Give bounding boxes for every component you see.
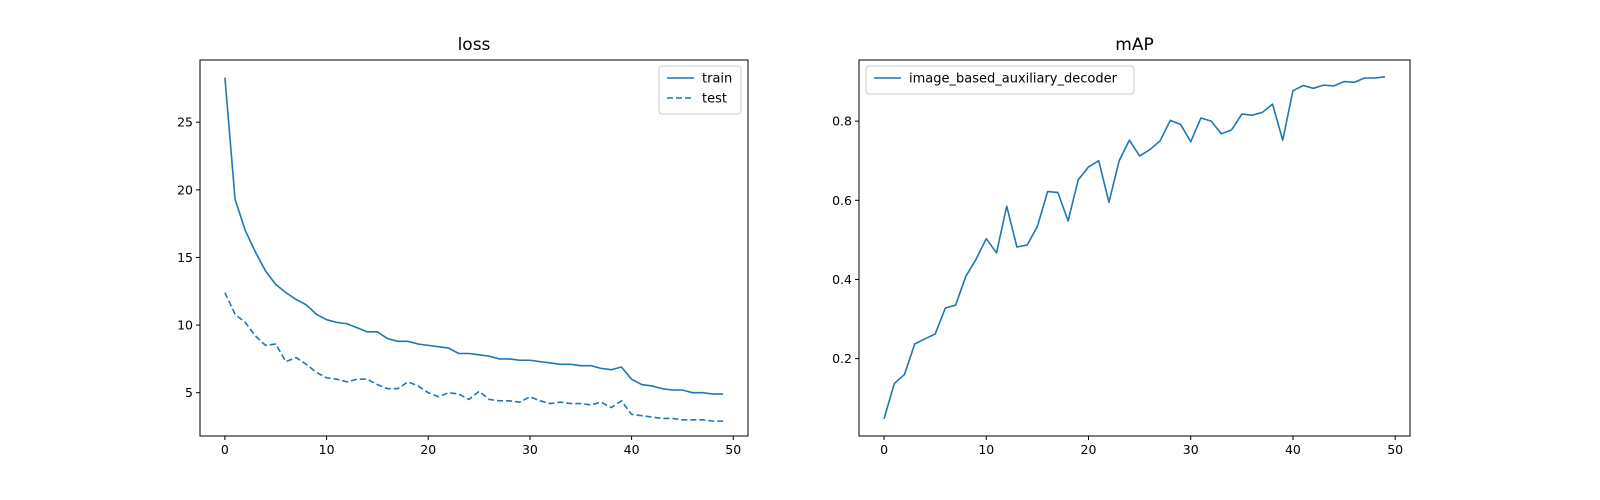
map-axes-frame	[858, 59, 1411, 437]
loss-series-train-line	[224, 77, 724, 395]
loss-legend-label-test: test	[702, 92, 727, 107]
loss-y-tick-label-5: 5	[185, 385, 193, 400]
map-x-tick-label-10: 10	[978, 442, 994, 457]
map-chart: mAP 0 10 20 30 40 50 0.2 0.4 0.6 0.8 image_based_au…	[832, 35, 1411, 457]
map-legend-label-image_based_auxiliary_decoder: image_based_auxiliary_decoder	[909, 72, 1118, 87]
loss-y-tick-label-20: 20	[177, 182, 193, 197]
map-legend-box	[865, 65, 1135, 95]
loss-y-tick-label-15: 15	[177, 250, 193, 265]
loss-x-tick-label-30: 30	[522, 442, 538, 457]
loss-chart: loss 0 10 20 30 40 50 5 10 15 20 25 train test	[177, 35, 749, 457]
loss-series-test-line	[224, 292, 724, 422]
loss-title: loss	[458, 35, 491, 55]
loss-x-tick-label-50: 50	[725, 442, 741, 457]
map-y-tick-label-0.8: 0.8	[832, 114, 852, 129]
loss-y-tick-label-10: 10	[177, 318, 193, 333]
map-y-tick-label-0.2: 0.2	[832, 351, 852, 366]
map-y-tick-label-0.4: 0.4	[832, 272, 852, 287]
loss-x-tick-label-0: 0	[221, 442, 229, 457]
map-y-tick-label-0.6: 0.6	[832, 193, 852, 208]
map-x-tick-label-20: 20	[1081, 442, 1097, 457]
loss-axes-frame	[199, 59, 749, 437]
map-x-tick-label-30: 30	[1183, 442, 1199, 457]
map-x-tick-label-40: 40	[1285, 442, 1301, 457]
loss-x-tick-label-40: 40	[624, 442, 640, 457]
loss-legend-label-train: train	[702, 72, 732, 87]
map-x-tick-label-50: 50	[1387, 442, 1403, 457]
map-x-tick-label-0: 0	[880, 442, 888, 457]
loss-x-tick-label-10: 10	[319, 442, 335, 457]
loss-x-tick-label-20: 20	[420, 442, 436, 457]
map-title: mAP	[1115, 35, 1153, 55]
map-legend: image_based_auxiliary_decoder	[865, 65, 1135, 95]
loss-legend: train test	[658, 65, 742, 115]
map-series-image_based_auxiliary_decoder-line	[883, 76, 1386, 420]
loss-y-tick-label-25: 25	[177, 115, 193, 130]
